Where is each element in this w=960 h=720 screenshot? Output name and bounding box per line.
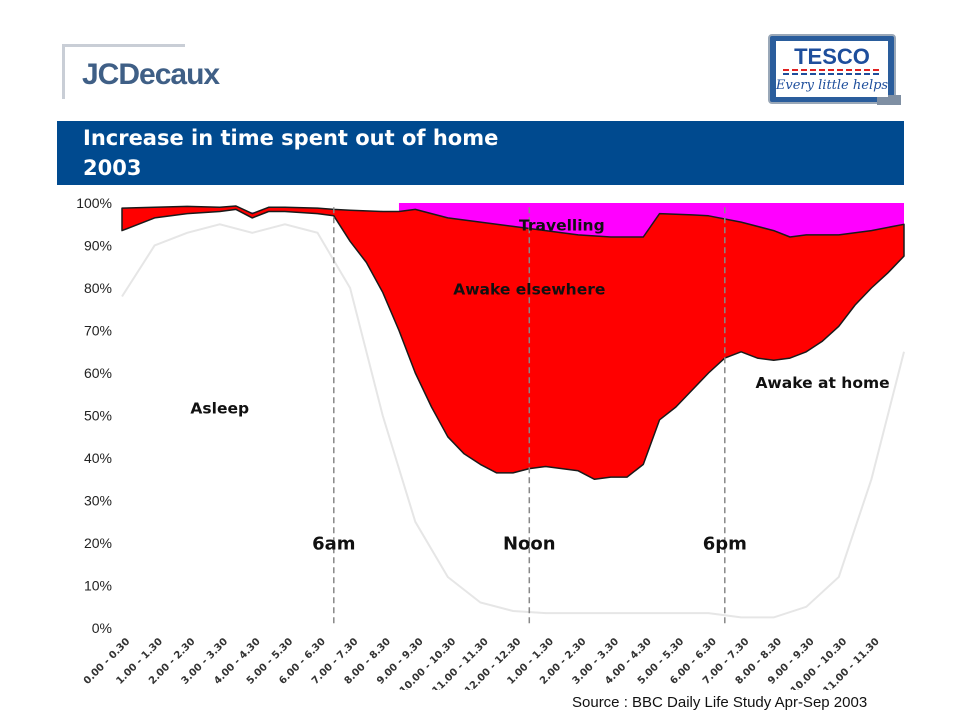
- y-tick-label: 60%: [84, 365, 112, 381]
- title-bar: Increase in time spent out of home 2003: [57, 121, 904, 185]
- source-note: Source : BBC Daily Life Study Apr-Sep 20…: [572, 694, 868, 711]
- marker-label: 6pm: [703, 533, 747, 554]
- x-tick-label: 11.00 - 11.30: [821, 636, 881, 690]
- y-tick-label: 90%: [84, 238, 112, 254]
- chart-areas: [121, 202, 905, 619]
- time-markers: 6am Noon 6pm: [312, 207, 747, 624]
- area-travelling: [122, 203, 904, 237]
- y-tick-label: 80%: [84, 280, 112, 296]
- y-tick-label: 30%: [84, 493, 112, 509]
- marker-label: 6am: [312, 533, 355, 554]
- area-mask: [122, 202, 399, 213]
- x-axis: 0.00 - 0.301.00 - 1.302.00 - 2.303.00 - …: [82, 636, 882, 690]
- tesco-brand-text: TESCO: [794, 44, 870, 69]
- area-awake-elsewhere: [121, 205, 905, 481]
- series-label-asleep: Asleep: [190, 399, 249, 417]
- series-label-awake-elsewhere: Awake elsewhere: [453, 280, 605, 298]
- y-tick-label: 20%: [84, 535, 112, 551]
- chart-title-line1: Increase in time spent out of home: [83, 126, 499, 150]
- tesco-logo: TESCO Every little helps: [768, 34, 901, 105]
- y-axis: 0% 10% 20% 30% 40% 50% 60% 70% 80% 90% 100%: [76, 195, 112, 636]
- y-tick-label: 50%: [84, 408, 112, 424]
- y-tick-label: 70%: [84, 323, 112, 339]
- series-label-travelling: Travelling: [519, 217, 605, 235]
- marker-label: Noon: [503, 533, 556, 554]
- y-tick-label: 40%: [84, 450, 112, 466]
- y-tick-label: 100%: [76, 195, 112, 211]
- tesco-tagline-text: Every little helps: [775, 78, 889, 93]
- jcdecaux-logo-bracket: [62, 44, 185, 99]
- y-tick-label: 10%: [84, 578, 112, 594]
- chart-title-line2: 2003: [83, 156, 142, 180]
- series-labels: Asleep Awake at home Awake elsewhere Travel…: [190, 217, 889, 418]
- y-tick-label: 0%: [92, 620, 112, 636]
- area-chart: 0% 10% 20% 30% 40% 50% 60% 70% 80% 90% 100% 0.00 -…: [76, 195, 905, 690]
- asleep-boundary-line: [121, 223, 905, 619]
- jcdecaux-logo-text: JCDecaux: [82, 58, 220, 91]
- jcdecaux-logo: JCDecaux: [62, 44, 232, 104]
- series-label-awake-at-home: Awake at home: [755, 374, 889, 392]
